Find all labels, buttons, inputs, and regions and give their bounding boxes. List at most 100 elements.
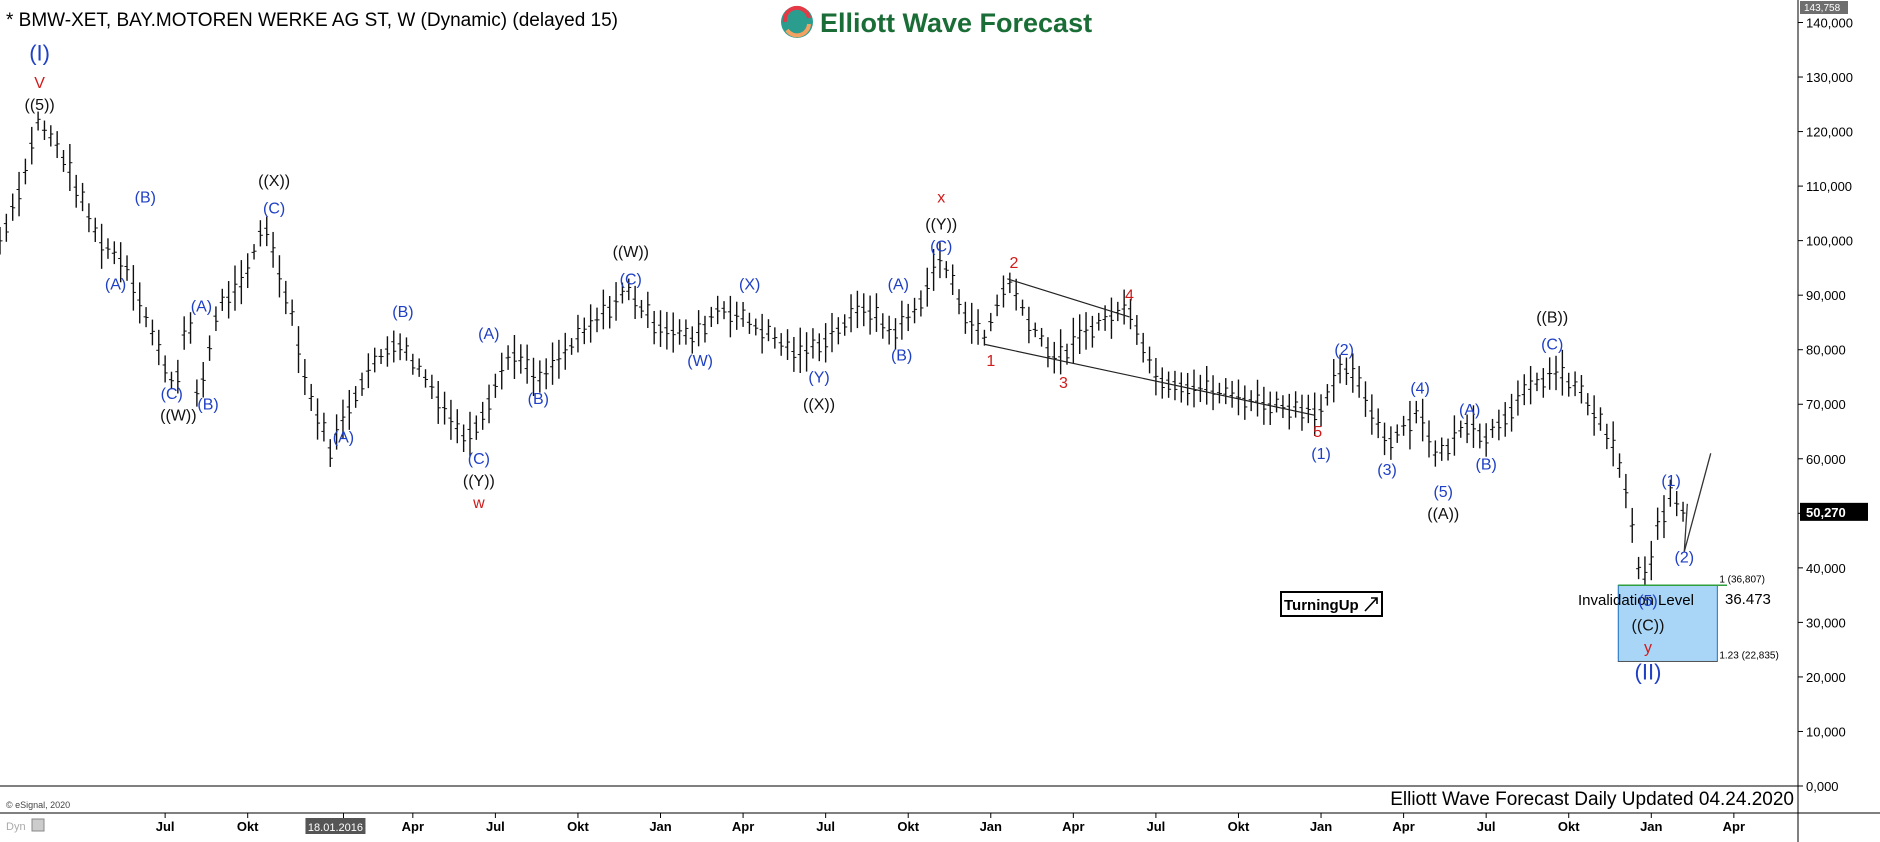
wave-label: 1: [986, 353, 995, 370]
chart-title: * BMW-XET, BAY.MOTOREN WERKE AG ST, W (D…: [6, 10, 618, 31]
dyn-icon: [31, 818, 45, 832]
x-cursor-bg: [305, 818, 366, 834]
wave-label: (C): [263, 200, 285, 217]
y-tick-label: 130,000: [1806, 70, 1853, 85]
wave-label: (B): [1475, 457, 1496, 474]
y-axis: 0,00010,00020,00030,00040,00050,00060,00…: [1798, 15, 1853, 794]
y-tick-label: 140,000: [1806, 15, 1853, 30]
plot-area: [0, 0, 1798, 813]
wave-label: 4: [1125, 288, 1134, 305]
turning-up-text: TurningUp: [1284, 597, 1359, 614]
x-tick-label: Okt: [897, 819, 919, 834]
y-tick-label: 110,000: [1806, 179, 1852, 194]
y-tick-label: 90,000: [1806, 288, 1846, 303]
wave-label: ((Y)): [925, 217, 957, 234]
invalidation-label: Invalidation Level: [1578, 592, 1694, 609]
ohlc-bars: [0, 111, 1686, 596]
x-tick-label: Jan: [1640, 819, 1662, 834]
x-tick-label: Apr: [1723, 819, 1745, 834]
y-tick-label: 120,000: [1806, 125, 1853, 140]
wave-label: ((C)): [1632, 618, 1665, 635]
wave-label: 3: [1059, 375, 1068, 392]
x-tick-label: Jul: [1147, 819, 1166, 834]
wave-label: (A): [191, 299, 212, 316]
wave-label: (1): [1661, 473, 1681, 490]
wave-label: ((A)): [1427, 506, 1459, 523]
projection-line: [1683, 453, 1712, 552]
wave-label: (B): [197, 397, 218, 414]
x-tick-label: Jul: [486, 819, 505, 834]
up-arrow-icon: [1364, 597, 1378, 612]
wave-label: (2): [1334, 342, 1354, 359]
wave-label: (5): [1638, 593, 1658, 610]
x-axis: Jul Okt 18.01.2016 Apr Jul Okt Jan Apr Jul Okt Jan…: [156, 813, 1745, 834]
update-note: Elliott Wave Forecast Daily Updated 04.2…: [1390, 789, 1794, 810]
y-tick-label: 30,000: [1806, 615, 1846, 630]
x-tick-label: 18.01.2016: [308, 822, 363, 834]
y-tick-label: 100,000: [1806, 234, 1853, 249]
wave-label: ((W)): [160, 408, 196, 425]
y-tick-label: 70,000: [1806, 397, 1846, 412]
wave-label: ((5)): [25, 97, 55, 114]
dyn-indicator[interactable]: Dyn: [6, 818, 45, 833]
channel-line: [984, 343, 1315, 416]
wave-label: V: [34, 75, 45, 92]
x-tick-label: Jan: [649, 819, 671, 834]
wave-label: w: [472, 495, 485, 512]
wave-label: (3): [1377, 462, 1397, 479]
channel-line: [1007, 278, 1130, 318]
dyn-label: Dyn: [6, 821, 26, 833]
x-tick-label: Apr: [402, 819, 424, 834]
copyright: © eSignal, 2020: [6, 800, 70, 810]
x-tick-label: Okt: [1228, 819, 1250, 834]
x-tick-label: Okt: [237, 819, 259, 834]
x-tick-label: Apr: [732, 819, 754, 834]
invalidation-value: 36.473: [1725, 591, 1771, 608]
wave-label: ((Y)): [463, 473, 495, 490]
wedge-lines: [984, 278, 1688, 552]
wave-label: (C): [468, 451, 490, 468]
last-price-label: 50,270: [1806, 505, 1846, 520]
y-tick-label: 20,000: [1806, 670, 1846, 685]
x-tick-label: Jul: [156, 819, 175, 834]
wave-label: ((X)): [803, 397, 835, 414]
projection-leg: [1683, 503, 1688, 552]
fib-123-label: 1.23 (22,835): [1719, 650, 1779, 661]
wave-label: 5: [1313, 424, 1322, 441]
y-max-label: 143,758: [1804, 3, 1841, 14]
wave-label: ((W)): [613, 244, 649, 261]
last-price-badge: 50,270: [1800, 502, 1868, 521]
wave-label: (B): [891, 348, 912, 365]
logo: Elliott Wave Forecast: [781, 5, 1092, 38]
y-tick-label: 40,000: [1806, 561, 1846, 576]
wave-label: (I): [29, 41, 50, 66]
x-tick-label: Apr: [1062, 819, 1084, 834]
wave-label: (B): [392, 304, 413, 321]
wave-label: (A): [478, 326, 499, 343]
y-tick-label: 0,000: [1806, 779, 1839, 794]
wave-label: ((X)): [258, 173, 290, 190]
wave-label: (5): [1433, 484, 1453, 501]
logo-swirl-icon: [781, 6, 813, 38]
x-tick-label: Jul: [816, 819, 835, 834]
wave-label: 2: [1009, 255, 1018, 272]
x-tick-label: Okt: [1558, 819, 1580, 834]
logo-text: Elliott Wave Forecast: [820, 8, 1092, 38]
wave-label: (C): [161, 386, 183, 403]
x-tick-label: Jul: [1477, 819, 1496, 834]
wave-label: (X): [739, 277, 760, 294]
wave-label: (A): [888, 277, 909, 294]
wave-label: (B): [528, 391, 549, 408]
x-tick-label: Jan: [1310, 819, 1332, 834]
y-tick-label: 60,000: [1806, 452, 1846, 467]
wave-label: (B): [135, 189, 156, 206]
x-tick-label: Apr: [1392, 819, 1414, 834]
wave-label: (2): [1675, 549, 1695, 566]
y-tick-label: 80,000: [1806, 343, 1846, 358]
wave-labels: (I) V ((5)) (B) (A) (C) ((W)) (A) (B) ((X)) (C) (A)…: [25, 41, 1695, 685]
fib-100-label: 1 (36,807): [1719, 574, 1765, 585]
x-tick-label: Okt: [567, 819, 589, 834]
wave-label: (C): [930, 239, 952, 256]
wave-label: ((B)): [1536, 309, 1568, 326]
wave-label: (A): [1459, 402, 1480, 419]
